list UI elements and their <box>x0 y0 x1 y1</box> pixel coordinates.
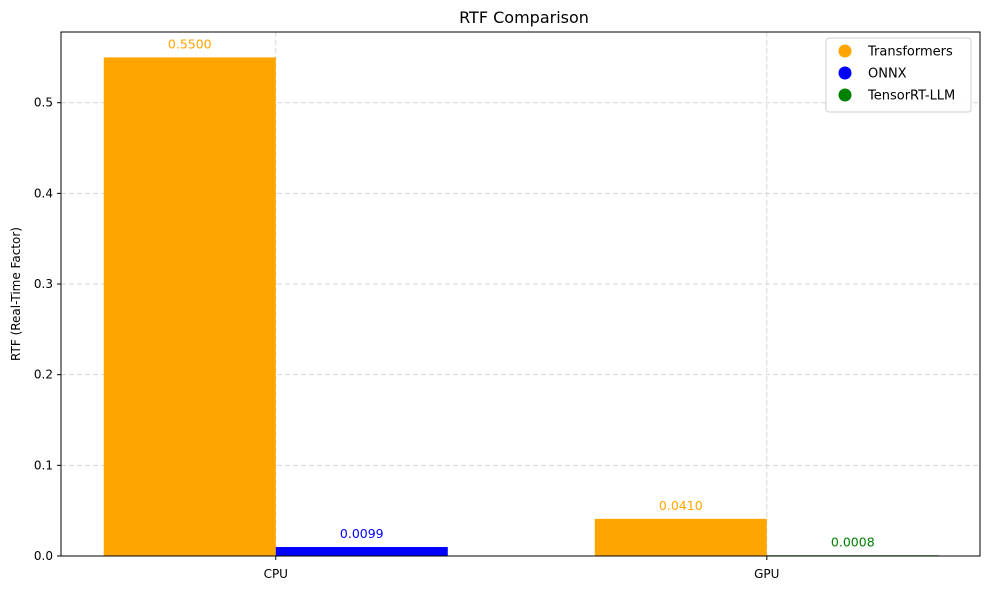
bar-value-label: 0.0008 <box>831 534 875 549</box>
x-tick-label: GPU <box>754 567 779 581</box>
bar-value-label: 0.0410 <box>659 498 703 513</box>
legend: Transformers ONNX TensorRT-LLM <box>825 37 972 113</box>
legend-label: TensorRT-LLM <box>867 89 955 104</box>
y-tick-label: 0.0 <box>34 549 53 563</box>
bar-value-label: 0.5500 <box>168 36 212 51</box>
legend-marker-transformers <box>838 44 852 58</box>
bar-cpu-transformers <box>103 57 276 556</box>
bar-cpu-onnx <box>275 547 448 556</box>
y-tick-label: 0.1 <box>34 458 53 472</box>
bar-gpu-transformers <box>594 518 767 556</box>
bar-value-label: 0.0099 <box>340 526 384 541</box>
legend-label: Transformers <box>867 45 953 60</box>
y-tick-label: 0.4 <box>34 186 53 200</box>
y-axis-label: RTF (Real-Time Factor) <box>9 227 23 361</box>
y-tick-label: 0.3 <box>34 277 53 291</box>
bars-group <box>103 57 939 556</box>
plot-frame <box>60 31 981 557</box>
x-tick-label: CPU <box>264 567 288 581</box>
chart-title: RTF Comparison <box>459 8 589 27</box>
bar-value-labels: 0.5500 0.0099 0.0410 0.0008 <box>168 36 875 549</box>
y-tick-label: 0.5 <box>34 96 53 110</box>
legend-marker-onnx <box>838 66 852 80</box>
legend-box <box>825 37 972 113</box>
legend-marker-tensorrt-llm <box>838 88 852 102</box>
y-tick-label: 0.2 <box>34 368 53 382</box>
axes: 0.0 0.1 0.2 0.3 0.4 0.5 CPU GPU <box>34 31 981 581</box>
legend-label: ONNX <box>868 67 907 82</box>
